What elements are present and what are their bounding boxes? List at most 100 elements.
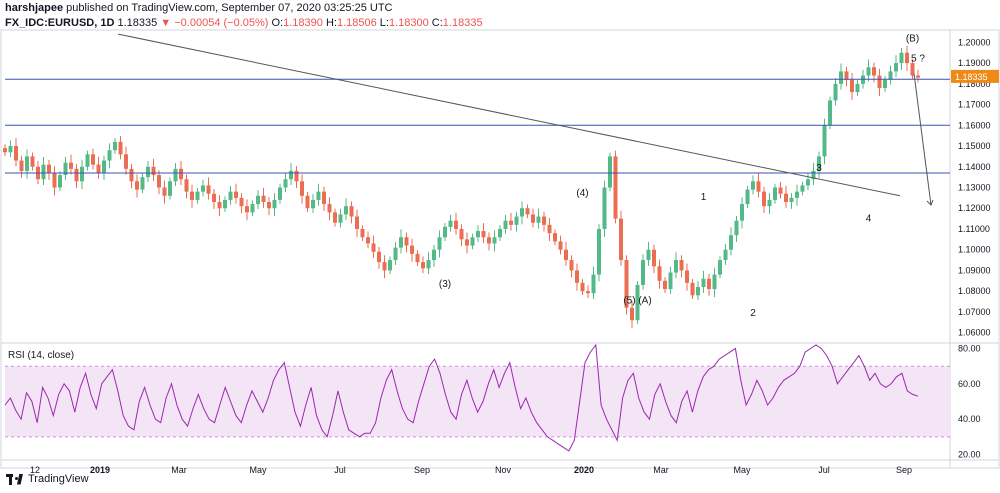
candle-body — [63, 162, 68, 176]
candle-body — [8, 146, 13, 153]
footer-brand-text: TradingView — [28, 473, 89, 485]
candle-body — [437, 237, 442, 250]
candle-body — [19, 160, 24, 171]
candle-body — [580, 282, 585, 292]
time-tick-label: Jul — [334, 465, 346, 475]
time-tick-label: Mar — [171, 465, 187, 475]
price-tick-label: 1.16000 — [958, 120, 991, 130]
time-tick-label: Sep — [414, 465, 430, 475]
candle-body — [553, 233, 557, 242]
candle-body — [888, 71, 893, 80]
publish-text: published on TradingView.com, September … — [66, 2, 393, 14]
candle-body — [773, 187, 777, 200]
candle-body — [272, 199, 277, 209]
candle-body — [404, 237, 409, 246]
candle-body — [806, 179, 810, 186]
candle-body — [3, 148, 7, 153]
candle-body — [487, 237, 491, 244]
candle-body — [624, 260, 629, 308]
candle-body — [168, 181, 172, 196]
candle-body — [201, 185, 205, 192]
candle-body — [294, 170, 299, 182]
price-tick-label: 1.12000 — [958, 203, 991, 213]
candle-body — [91, 154, 95, 165]
candle-body — [597, 228, 601, 275]
candle-body — [855, 83, 860, 93]
symbol-name[interactable]: FX_IDC:EURUSD, 1D — [5, 17, 115, 29]
candle-body — [564, 249, 568, 261]
down-arrow-icon: ▼ — [160, 17, 172, 29]
candle-body — [74, 168, 79, 182]
candle-body — [751, 181, 755, 190]
candle-body — [250, 204, 255, 213]
candle-body — [762, 191, 766, 207]
candle-body — [712, 274, 717, 290]
candle-body — [883, 79, 887, 88]
candle-body — [162, 187, 167, 196]
candle-body — [569, 260, 574, 271]
candle-body — [899, 52, 904, 64]
candle-body — [327, 204, 332, 213]
candle-body — [388, 260, 392, 271]
close-label: C: — [431, 17, 443, 29]
candle-body — [300, 181, 304, 196]
projection-arrow — [913, 73, 932, 206]
candle-body — [184, 179, 189, 192]
candle-body — [135, 181, 139, 190]
price-tick-label: 1.18000 — [958, 79, 991, 89]
candle-body — [608, 156, 612, 188]
open-value: 1.18390 — [283, 17, 323, 29]
candle-body — [212, 193, 216, 203]
candle-body — [492, 237, 497, 244]
candle-body — [399, 237, 403, 248]
candle-body — [25, 156, 29, 171]
candle-body — [718, 260, 722, 275]
time-tick-label: Jul — [818, 465, 830, 475]
candle-body — [421, 262, 425, 269]
candle-body — [146, 166, 150, 178]
candle-body — [723, 249, 728, 261]
candle-body — [129, 168, 134, 182]
candle-body — [278, 187, 282, 200]
high-value: 1.18506 — [336, 17, 377, 29]
footer-brand[interactable]: TradingView — [6, 473, 89, 485]
candle-body — [630, 307, 634, 321]
price-tick-label: 1.14000 — [958, 162, 991, 172]
rsi-band — [5, 366, 950, 437]
candle-body — [641, 260, 645, 285]
candle-body — [668, 272, 673, 290]
price-candles — [3, 45, 920, 329]
candle-body — [333, 212, 337, 223]
candle-body — [503, 220, 508, 229]
candle-body — [679, 260, 684, 271]
high-label: H: — [325, 17, 337, 29]
price-change: −0.00054 (−0.05%) — [174, 17, 269, 29]
candle-body — [261, 195, 266, 203]
price-tick-label: 1.15000 — [958, 141, 991, 151]
candle-body — [118, 141, 123, 155]
candle-body — [701, 278, 706, 288]
price-tick-label: 1.20000 — [958, 37, 991, 47]
author-name[interactable]: harshjapee — [5, 2, 64, 14]
price-tick-label: 1.06000 — [958, 328, 991, 338]
candle-body — [514, 216, 519, 225]
candle-body — [740, 204, 744, 221]
close-value: 1.18335 — [442, 17, 483, 29]
time-tick-label: May — [249, 465, 267, 475]
arrow-head-icon — [926, 199, 934, 207]
candle-body — [481, 231, 486, 238]
candle-body — [531, 214, 535, 223]
candle-body — [206, 185, 211, 194]
candle-body — [894, 63, 898, 72]
candle-body — [173, 168, 178, 182]
candle-body — [509, 220, 513, 225]
candle-body — [844, 71, 849, 80]
rsi-tick-label: 80.00 — [958, 344, 981, 354]
candle-body — [905, 52, 909, 64]
candle-body — [267, 202, 271, 209]
wave-label: (3) — [439, 279, 451, 290]
price-tick-label: 1.08000 — [958, 286, 991, 296]
candle-body — [520, 208, 524, 217]
candle-body — [756, 181, 761, 192]
